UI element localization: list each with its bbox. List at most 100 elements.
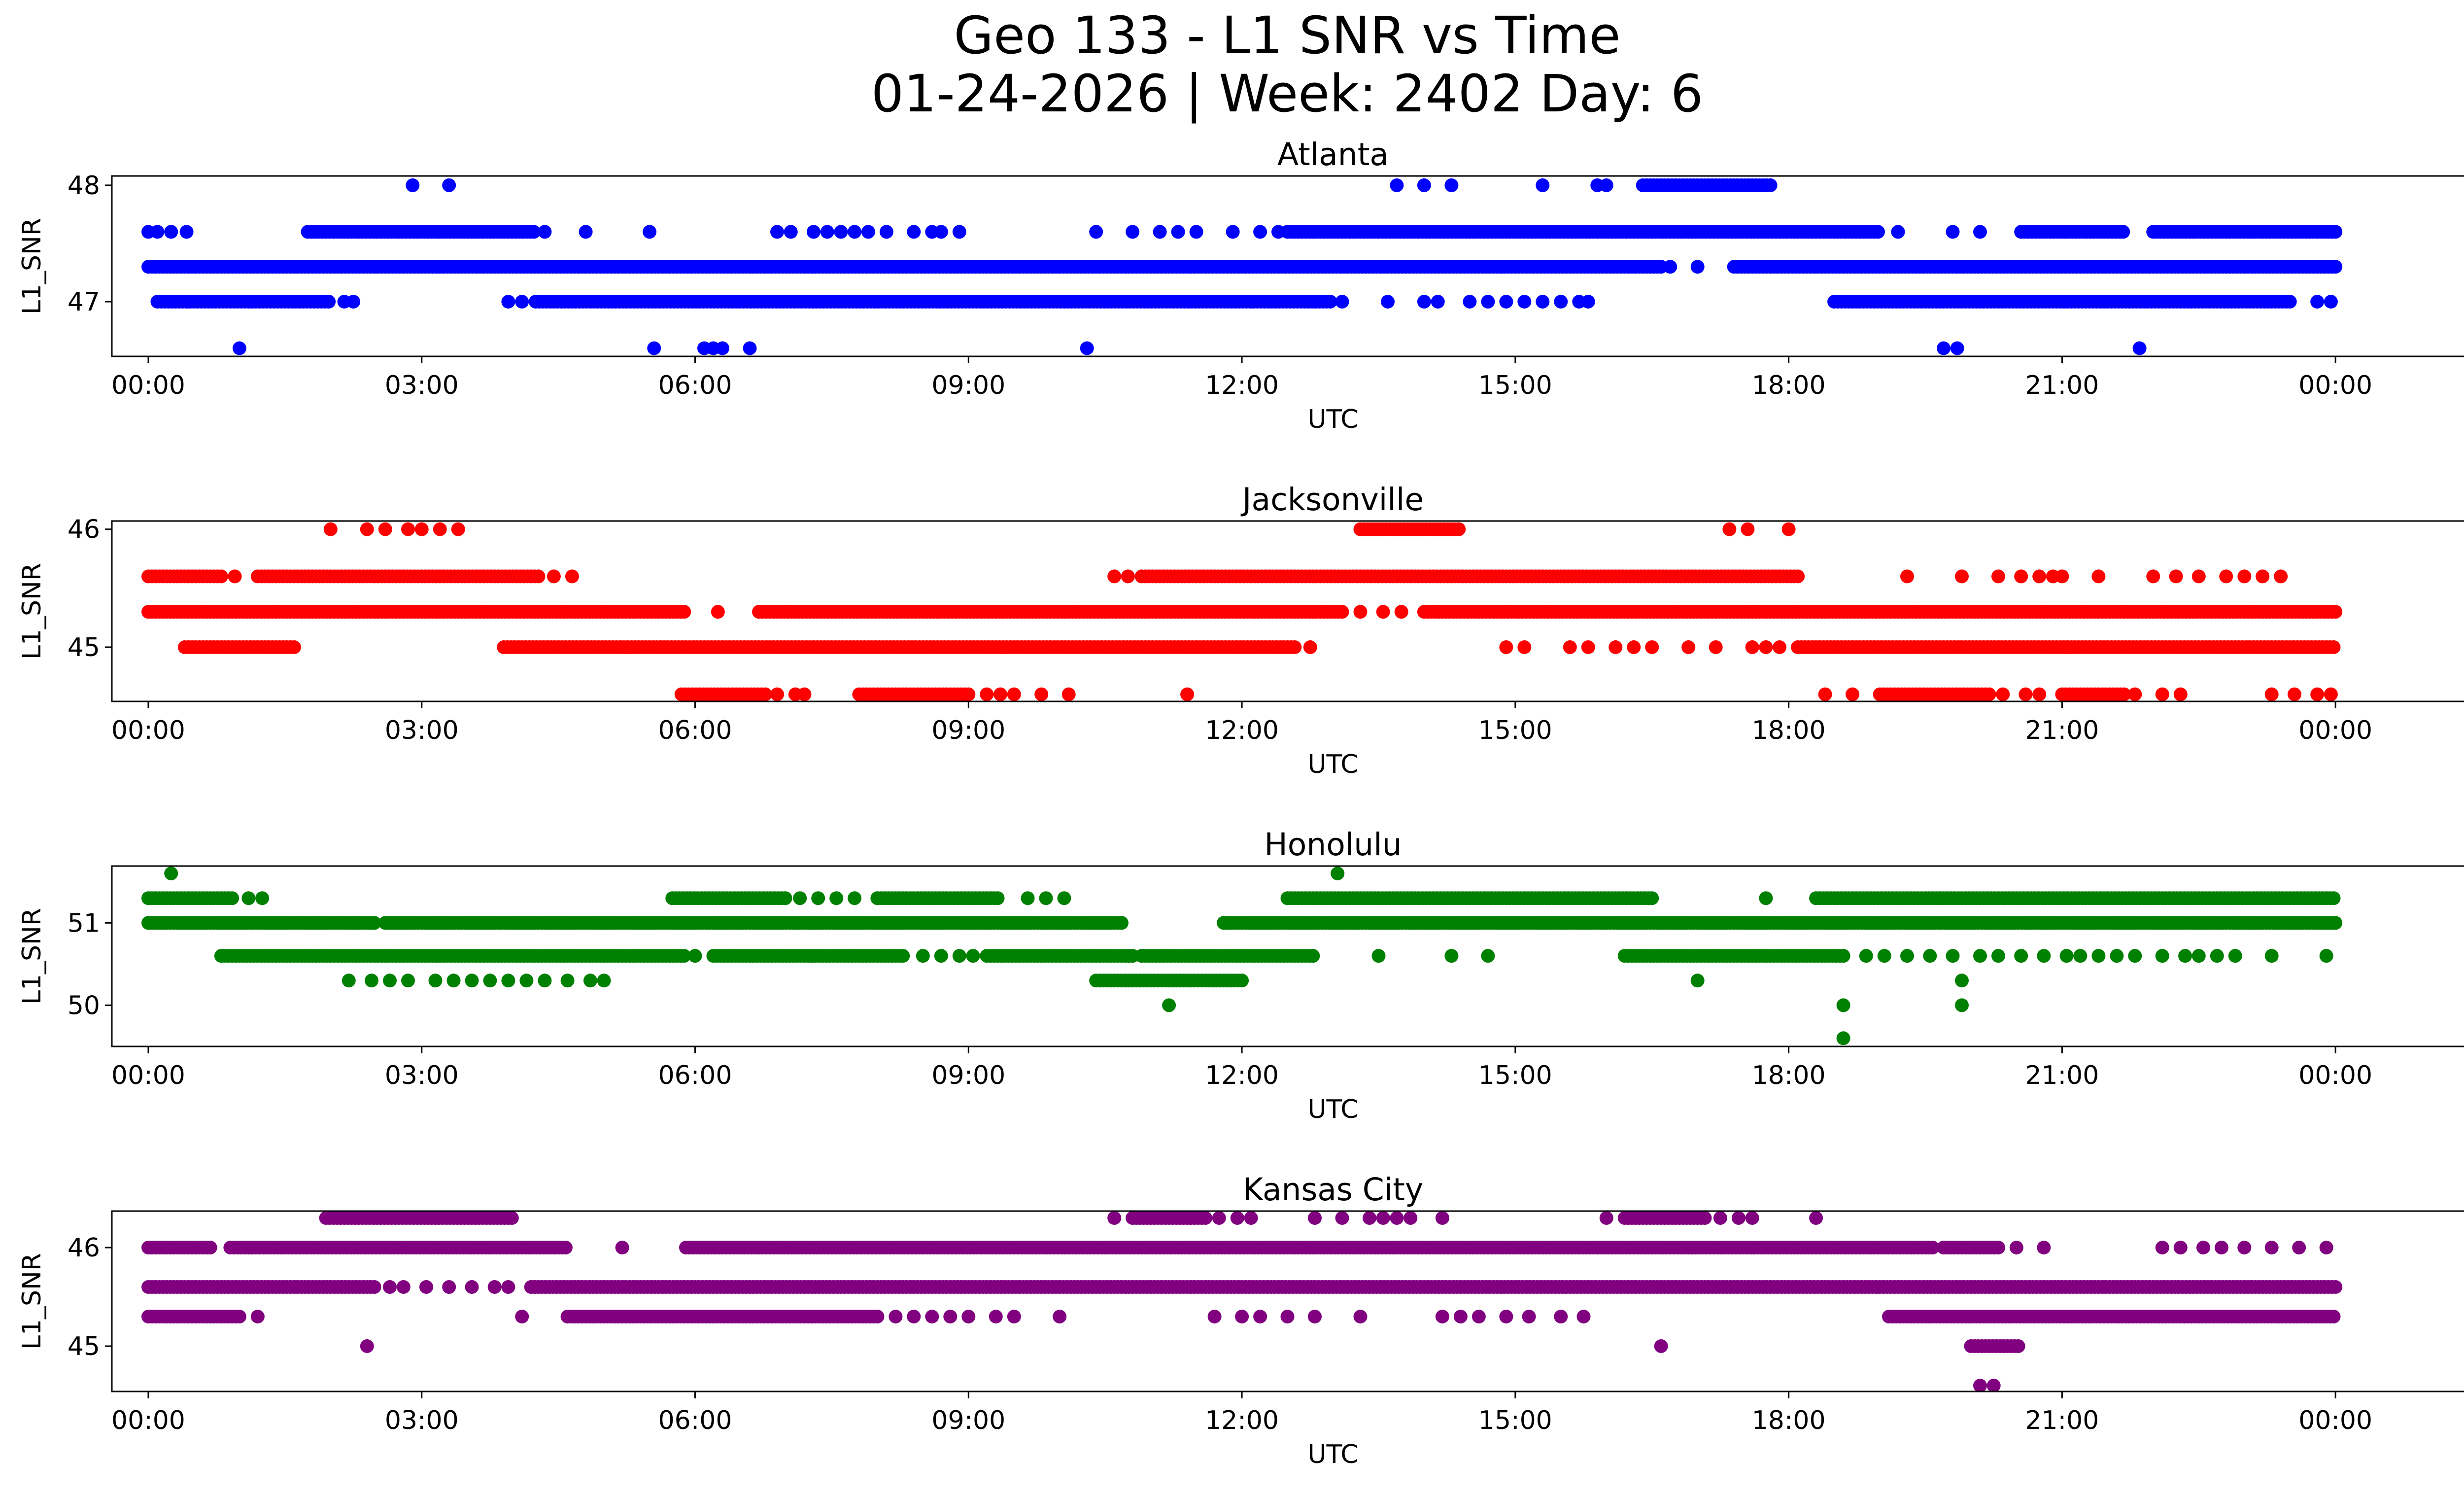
data-point (1859, 949, 1873, 963)
data-point (952, 949, 966, 963)
x-tick-label: 03:00 (385, 371, 459, 400)
data-point (647, 341, 661, 355)
x-tick-label: 12:00 (1205, 716, 1279, 745)
data-point (1376, 1211, 1390, 1225)
x-tick-label: 00:00 (111, 716, 185, 745)
data-point (2327, 640, 2341, 654)
data-point (2110, 949, 2124, 963)
data-point (2310, 687, 2325, 701)
y-tick-label: 46 (68, 515, 100, 545)
data-point (1517, 295, 1532, 309)
data-points (141, 867, 2343, 1045)
data-point (547, 569, 561, 584)
data-point (2116, 225, 2130, 239)
data-point (1499, 640, 1513, 654)
data-point (1107, 1211, 1122, 1225)
data-point (451, 522, 465, 536)
data-point (1836, 998, 1850, 1012)
data-point (2019, 687, 2033, 701)
data-point (2288, 687, 2301, 701)
data-point (1080, 341, 1094, 355)
data-point (1698, 1211, 1712, 1225)
data-point (1323, 295, 1337, 309)
data-point (442, 178, 456, 192)
data-point (565, 569, 579, 584)
data-point (531, 569, 546, 584)
data-point (1900, 949, 1914, 963)
data-point (1645, 640, 1659, 654)
data-point (934, 949, 948, 963)
data-point (743, 341, 757, 355)
x-tick-label: 00:00 (111, 371, 185, 400)
data-point (2264, 687, 2279, 701)
data-point (179, 225, 194, 239)
data-point (1731, 1211, 1745, 1225)
data-point (1846, 687, 1860, 701)
data-point (365, 973, 378, 988)
data-point (538, 973, 552, 988)
data-point (428, 973, 443, 988)
data-point (2191, 949, 2206, 963)
data-point (483, 973, 497, 988)
data-point (2328, 916, 2343, 930)
figure-title-line-2: 01-24-2026 | Week: 2402 Day: 6 (871, 64, 1703, 124)
data-point (287, 640, 301, 654)
data-point (505, 1211, 519, 1225)
data-point (1891, 225, 1905, 239)
data-point (1955, 998, 1969, 1012)
subplot-title: Kansas City (1243, 1172, 1424, 1208)
data-point (848, 225, 862, 239)
data-point (1371, 949, 1386, 963)
data-point (1481, 295, 1495, 309)
data-point (1390, 1211, 1404, 1225)
data-point (1759, 640, 1773, 654)
data-point (2132, 341, 2147, 355)
data-point (232, 341, 246, 355)
data-point (538, 225, 552, 239)
data-point (2037, 1241, 2051, 1254)
data-point (2128, 687, 2142, 701)
data-point (2319, 1241, 2333, 1254)
x-axis-label: UTC (1307, 1095, 1358, 1124)
x-tick-label: 18:00 (1752, 716, 1826, 745)
data-point (2014, 949, 2028, 963)
data-point (2283, 295, 2297, 309)
axes-frame (111, 520, 2464, 702)
data-point (896, 949, 910, 963)
data-point (2073, 949, 2088, 963)
data-point (1288, 640, 1302, 654)
data-point (1435, 1211, 1449, 1225)
data-point (2324, 687, 2338, 701)
data-point (433, 522, 447, 536)
axes-frame (111, 865, 2464, 1047)
data-point (1946, 949, 1960, 963)
data-point (255, 891, 270, 905)
figure-title-line-1: Geo 133 - L1 SNR vs Time (954, 5, 1620, 66)
data-point (1463, 295, 1477, 309)
data-point (2237, 569, 2252, 584)
data-point (2228, 949, 2242, 963)
data-point (1991, 949, 2005, 963)
data-point (2191, 569, 2206, 584)
data-point (1162, 998, 1176, 1012)
data-point (1690, 260, 1705, 274)
data-point (2178, 949, 2192, 963)
data-point (966, 949, 980, 963)
data-point (1950, 341, 1964, 355)
x-tick-label: 00:00 (2298, 371, 2372, 400)
data-point (1303, 640, 1317, 654)
data-point (1991, 1241, 2005, 1254)
data-point (501, 295, 515, 309)
data-point (1982, 687, 1996, 701)
data-point (2155, 687, 2169, 701)
data-point (1663, 260, 1677, 274)
x-tick-label: 15:00 (1478, 716, 1552, 745)
x-tick-label: 06:00 (658, 716, 732, 745)
data-point (1937, 341, 1951, 355)
data-point (916, 949, 930, 963)
data-point (1955, 973, 1969, 988)
